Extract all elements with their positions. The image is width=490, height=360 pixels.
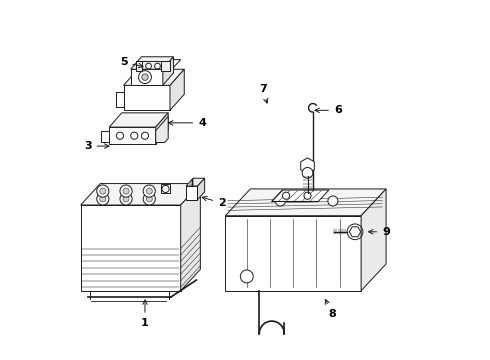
- Bar: [161, 184, 170, 193]
- Circle shape: [162, 185, 169, 193]
- Circle shape: [100, 196, 106, 202]
- Text: 9: 9: [368, 227, 390, 237]
- Circle shape: [142, 132, 148, 139]
- Polygon shape: [301, 158, 314, 174]
- Circle shape: [143, 193, 155, 205]
- Circle shape: [146, 196, 152, 202]
- Polygon shape: [131, 69, 163, 85]
- Circle shape: [139, 71, 151, 84]
- Polygon shape: [136, 61, 143, 71]
- Polygon shape: [163, 57, 173, 85]
- Circle shape: [142, 74, 148, 80]
- Polygon shape: [156, 116, 168, 143]
- Polygon shape: [123, 69, 184, 85]
- Polygon shape: [349, 227, 361, 237]
- Polygon shape: [131, 57, 173, 69]
- Polygon shape: [109, 127, 156, 144]
- Polygon shape: [117, 93, 123, 107]
- Polygon shape: [101, 131, 109, 143]
- Polygon shape: [361, 189, 386, 291]
- Polygon shape: [136, 60, 181, 71]
- Polygon shape: [181, 184, 200, 291]
- Polygon shape: [197, 178, 205, 200]
- Circle shape: [146, 188, 152, 194]
- Polygon shape: [81, 205, 181, 291]
- Circle shape: [241, 270, 253, 283]
- Circle shape: [97, 193, 109, 205]
- Circle shape: [131, 132, 138, 139]
- Text: 8: 8: [325, 300, 337, 319]
- Text: 5: 5: [120, 57, 143, 68]
- Polygon shape: [156, 113, 168, 144]
- Circle shape: [304, 192, 311, 199]
- Polygon shape: [225, 189, 386, 216]
- Circle shape: [275, 196, 285, 206]
- Polygon shape: [186, 186, 197, 200]
- Circle shape: [123, 188, 129, 194]
- Polygon shape: [170, 69, 184, 111]
- Circle shape: [120, 193, 132, 205]
- Text: 3: 3: [84, 141, 109, 151]
- Circle shape: [283, 192, 290, 199]
- Polygon shape: [161, 61, 170, 71]
- Circle shape: [143, 185, 155, 197]
- Polygon shape: [272, 190, 329, 202]
- Polygon shape: [81, 184, 200, 205]
- Text: 2: 2: [202, 197, 226, 208]
- Text: 7: 7: [259, 84, 268, 103]
- Circle shape: [117, 132, 123, 139]
- Text: 6: 6: [315, 105, 342, 115]
- Circle shape: [97, 185, 109, 197]
- Circle shape: [146, 63, 151, 69]
- Text: 4: 4: [169, 118, 206, 128]
- Circle shape: [328, 196, 338, 206]
- Polygon shape: [225, 216, 361, 291]
- Circle shape: [302, 167, 313, 178]
- Circle shape: [120, 185, 132, 197]
- Polygon shape: [109, 113, 168, 127]
- Circle shape: [123, 196, 129, 202]
- Polygon shape: [186, 178, 205, 186]
- Text: 1: 1: [141, 300, 149, 328]
- Circle shape: [155, 63, 160, 69]
- Polygon shape: [123, 85, 170, 111]
- Circle shape: [100, 188, 106, 194]
